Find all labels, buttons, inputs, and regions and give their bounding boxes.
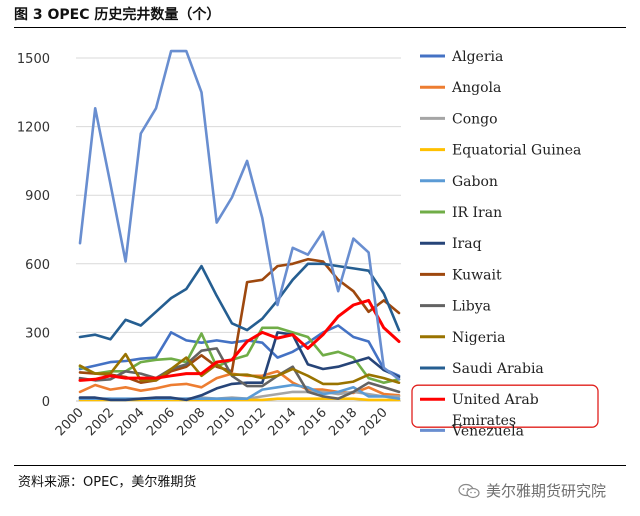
x-tick-label: 2016 xyxy=(296,405,330,439)
legend-label-gabon: Gabon xyxy=(452,174,498,190)
series-line-iraq xyxy=(78,331,401,402)
legend-label-iraq: Iraq xyxy=(452,236,482,252)
y-tick-label: 300 xyxy=(25,326,50,341)
y-tick-label: 0 xyxy=(42,395,50,410)
legend-highlight-box xyxy=(411,384,599,428)
y-tick-label: 1500 xyxy=(17,52,50,67)
legend-label-congo: Congo xyxy=(452,111,498,127)
x-tick-label: 2018 xyxy=(326,405,360,439)
series-line-libya xyxy=(78,347,401,401)
top-rule xyxy=(14,27,626,28)
series-line-united-arab-emirates xyxy=(78,298,401,382)
legend-label-equatorial-guinea: Equatorial Guinea xyxy=(452,143,581,159)
source-note: 资料来源：OPEC，美尔雅期货 xyxy=(18,475,197,490)
x-tick-label: 2014 xyxy=(265,405,299,439)
legend-label-kuwait: Kuwait xyxy=(452,267,502,283)
x-tick-label: 2010 xyxy=(205,405,239,439)
x-tick-label: 2006 xyxy=(144,405,178,439)
bottom-rule xyxy=(14,465,626,466)
legend-label-saudi-arabia: Saudi Arabia xyxy=(452,361,544,377)
y-tick-label: 900 xyxy=(25,189,50,204)
legend-label-united-arab-emirates: United Arab Emirates xyxy=(452,392,539,429)
watermark-text: 美尔雅期货研究院 xyxy=(486,482,607,500)
x-tick-label: 2020 xyxy=(357,405,391,439)
wechat-icon xyxy=(458,483,480,498)
series-line-saudi-arabia xyxy=(78,262,401,341)
y-tick-label: 1200 xyxy=(17,121,50,136)
x-tick-label: 2002 xyxy=(83,405,117,439)
legend-label-nigeria: Nigeria xyxy=(452,330,506,346)
watermark: 美尔雅期货研究院 xyxy=(458,480,606,501)
legend-label-algeria: Algeria xyxy=(451,49,503,65)
figure-title: 图 3 OPEC 历史完井数量（个） xyxy=(14,7,221,23)
x-tick-label: 2012 xyxy=(235,405,269,439)
legend-label-angola: Angola xyxy=(451,80,501,96)
legend-label-venezuela: Venezuela xyxy=(451,423,524,439)
series-line-algeria xyxy=(78,324,401,378)
y-tick-label: 600 xyxy=(25,258,50,273)
legend-label-libya: Libya xyxy=(452,299,491,315)
x-tick-label: 2004 xyxy=(114,405,148,439)
series-line-nigeria xyxy=(78,352,401,386)
series-line-venezuela xyxy=(78,49,401,381)
x-tick-label: 2000 xyxy=(53,405,87,439)
legend-label-ir-iran: IR Iran xyxy=(452,205,502,221)
x-tick-label: 2008 xyxy=(174,405,208,439)
